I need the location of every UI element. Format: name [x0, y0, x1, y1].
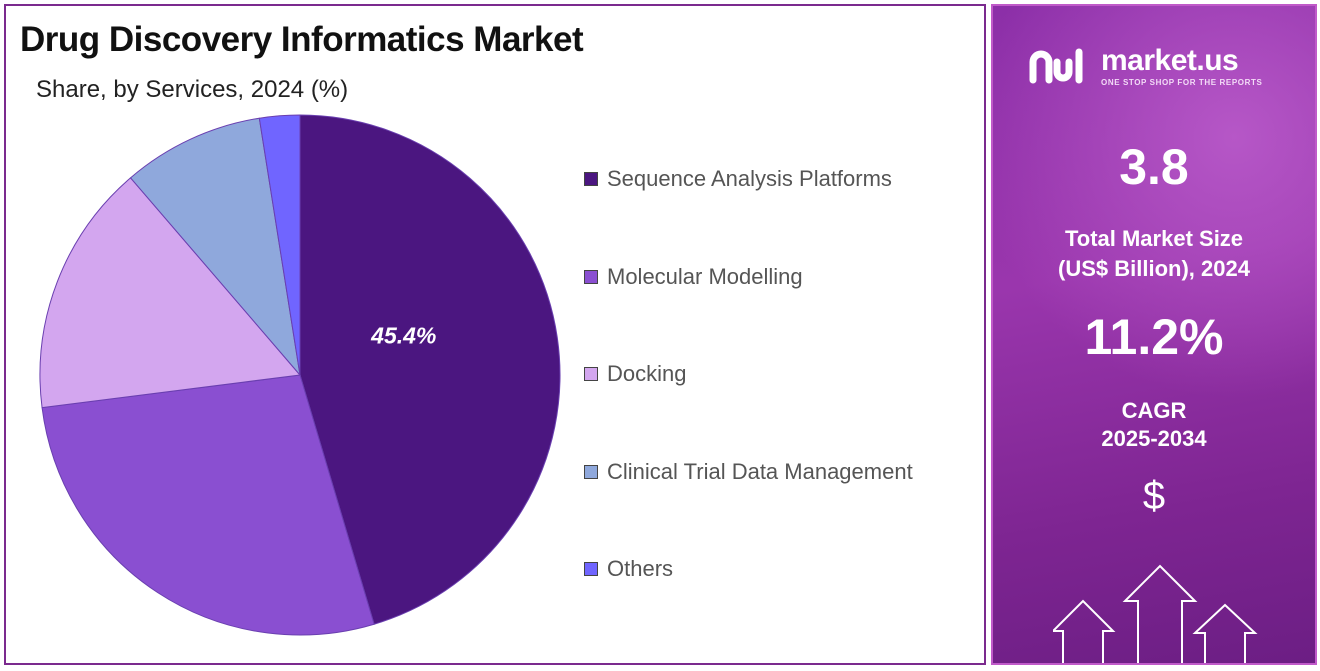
- legend-swatch: [584, 172, 598, 186]
- chart-subtitle: Share, by Services, 2024 (%): [36, 76, 349, 103]
- legend-label: Others: [607, 556, 674, 581]
- market-size-value: 3.8: [1119, 139, 1189, 195]
- pie-data-label: 45.4%: [370, 323, 436, 349]
- chart-panel: Drug Discovery Informatics Market Share,…: [4, 4, 986, 665]
- summary-panel: market.us ONE STOP SHOP FOR THE REPORTS …: [991, 4, 1317, 665]
- cagr-value: 11.2%: [1084, 309, 1224, 365]
- legend-item: Clinical Trial Data Management: [584, 459, 913, 485]
- legend-item: Others: [584, 556, 673, 582]
- legend-label: Sequence Analysis Platforms: [607, 166, 892, 191]
- growth-arrows-icon: [1053, 564, 1258, 663]
- logo-mark-icon: [1029, 48, 1083, 84]
- pie-chart: 45.4%: [39, 114, 561, 636]
- legend-swatch: [584, 269, 598, 284]
- logo-tagline: ONE STOP SHOP FOR THE REPORTS: [1101, 77, 1263, 87]
- legend-label: Clinical Trial Data Management: [607, 458, 913, 484]
- legend-item: Docking: [584, 361, 686, 387]
- legend-item: Sequence Analysis Platforms: [584, 166, 892, 192]
- pie-slice-docking: [39, 177, 301, 409]
- dollar-icon: $: [1142, 474, 1166, 518]
- legend-swatch: [584, 464, 598, 479]
- chart-title: Drug Discovery Informatics Market: [20, 20, 584, 59]
- legend-swatch: [584, 562, 598, 576]
- market-size-label-line1: Total Market Size: [1064, 226, 1244, 251]
- pie-slice-clinical-trial-data-management: [129, 117, 301, 377]
- legend-label: Docking: [607, 361, 687, 386]
- legend-swatch: [584, 367, 598, 381]
- pie-slice-others: [258, 114, 301, 376]
- cagr-label-line2: 2025-2034: [1101, 426, 1207, 451]
- cagr-label-line1: CAGR: [1121, 398, 1187, 423]
- legend-label: Molecular Modelling: [607, 263, 803, 289]
- market-size-label-line2: (US$ Billion), 2024: [1058, 256, 1250, 281]
- pie-slice-sequence-analysis-platforms: [299, 114, 561, 625]
- legend-item: Molecular Modelling: [584, 264, 803, 290]
- market-us-logo: market.us ONE STOP SHOP FOR THE REPORTS: [1027, 44, 1262, 88]
- logo-name: market.us: [1101, 43, 1239, 77]
- pie-slice-molecular-modelling: [41, 374, 375, 636]
